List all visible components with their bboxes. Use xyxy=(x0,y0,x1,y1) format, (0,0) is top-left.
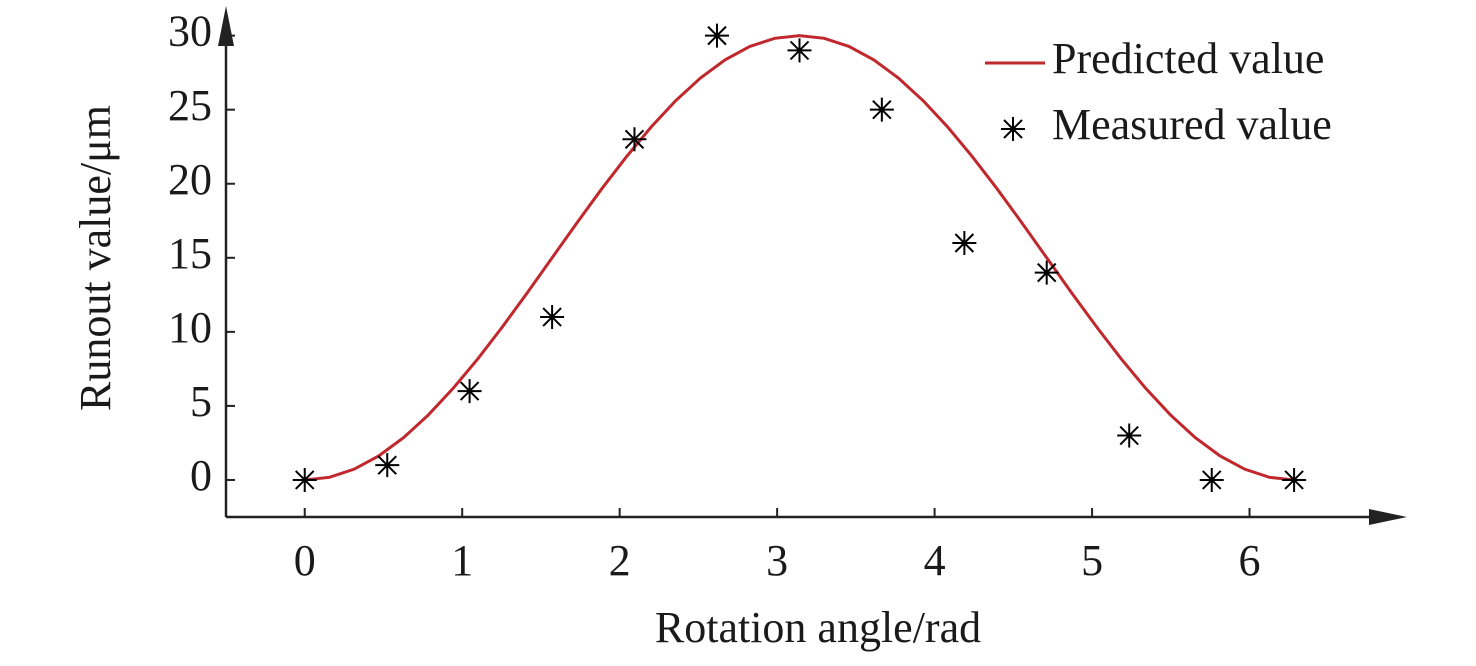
marker xyxy=(787,38,812,63)
x-tick-label: 6 xyxy=(1239,536,1261,585)
predicted-line xyxy=(304,34,1295,482)
y-tick-label: 10 xyxy=(168,303,212,352)
marker xyxy=(375,453,400,478)
marker xyxy=(704,23,729,48)
x-tick-label: 4 xyxy=(924,536,946,585)
marker xyxy=(1034,260,1059,285)
x-tick-label: 5 xyxy=(1081,536,1103,585)
y-tick-label: 5 xyxy=(190,377,212,426)
x-tick-label: 2 xyxy=(609,536,631,585)
marker xyxy=(869,97,894,122)
marker xyxy=(952,230,977,255)
marker xyxy=(1117,423,1142,448)
marker xyxy=(1199,467,1224,492)
y-tick-label: 20 xyxy=(168,155,212,204)
x-axis-title: Rotation angle/rad xyxy=(655,603,981,652)
y-tick-label: 0 xyxy=(190,451,212,500)
x-tick-label: 0 xyxy=(294,536,316,585)
y-tick-label: 30 xyxy=(168,7,212,56)
marker xyxy=(457,379,482,404)
marker xyxy=(540,305,565,330)
x-tick-label: 3 xyxy=(766,536,788,585)
legend-marker xyxy=(1001,117,1025,141)
y-axis-title: Runout value/μm xyxy=(71,105,120,411)
y-tick-label: 15 xyxy=(168,229,212,278)
marker xyxy=(1282,467,1307,492)
legend-label: Measured value xyxy=(1052,100,1332,149)
marker xyxy=(292,467,317,492)
x-tick-label: 1 xyxy=(451,536,473,585)
x-axis-arrow xyxy=(1369,509,1407,525)
marker xyxy=(622,127,647,152)
y-axis-arrow xyxy=(218,6,234,46)
y-tick-label: 25 xyxy=(168,81,212,130)
legend-label: Predicted value xyxy=(1052,34,1324,83)
